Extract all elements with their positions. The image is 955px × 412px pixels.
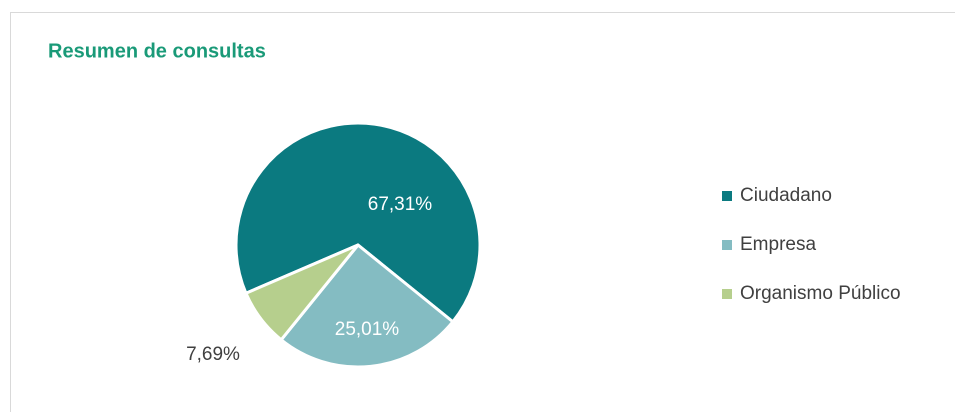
data-label: 7,69% — [186, 344, 240, 365]
pie-slice — [279, 243, 455, 369]
legend-label: Ciudadano — [740, 185, 832, 206]
chart-title: Resumen de consultas — [48, 40, 266, 62]
legend-swatch — [722, 191, 732, 201]
legend-swatch — [722, 289, 732, 299]
pie-slice — [244, 243, 360, 342]
legend-swatch — [722, 240, 732, 250]
chart-border — [10, 12, 955, 412]
data-label: 67,31% — [368, 194, 433, 215]
data-label: 25,01% — [335, 319, 400, 340]
pie-slice — [234, 121, 482, 324]
legend-label: Empresa — [740, 234, 816, 255]
legend-label: Organismo Público — [740, 283, 901, 304]
